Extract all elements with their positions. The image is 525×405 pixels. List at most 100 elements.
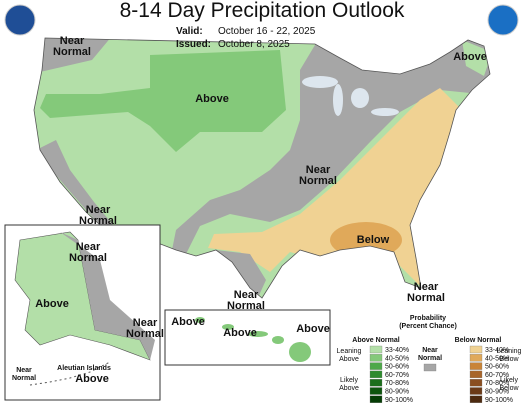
region-label: Above bbox=[453, 51, 487, 63]
legend-swatch bbox=[469, 370, 483, 379]
title: 8-14 Day Precipitation Outlook bbox=[120, 0, 405, 22]
region-label-line: Near bbox=[306, 164, 331, 176]
region-label-line: Normal bbox=[53, 46, 91, 58]
legend-bin: 90-100% bbox=[385, 397, 413, 404]
region-label: Near Normal bbox=[126, 317, 164, 340]
legend-note: Likely Below bbox=[499, 377, 519, 392]
legend-swatch bbox=[469, 387, 483, 395]
valid-dates: October 16 - 22, 2025 bbox=[218, 26, 316, 37]
legend-bin: 40-50% bbox=[385, 355, 409, 362]
region-label: Near Normal bbox=[299, 164, 337, 187]
region-label-line: Near bbox=[86, 204, 111, 216]
legend-bin: 80-90% bbox=[485, 389, 509, 396]
legend-note-line: Likely bbox=[500, 377, 518, 384]
region-label-line: Above bbox=[35, 298, 69, 310]
region-label: Above bbox=[223, 327, 257, 339]
legend-bin: 90-100% bbox=[485, 397, 513, 404]
legend-title-line: (Percent Chance) bbox=[399, 323, 457, 330]
region-label: Above bbox=[195, 93, 229, 105]
aleutians bbox=[29, 361, 111, 386]
region-label: Near Normal bbox=[79, 204, 117, 227]
legend-title: Probability (Percent Chance) bbox=[399, 315, 457, 330]
region-label: Near Normal bbox=[53, 35, 91, 58]
legend-swatch bbox=[469, 345, 483, 354]
region-label-line: Above bbox=[223, 327, 257, 339]
lake bbox=[333, 84, 343, 116]
legend-bin: 60-70% bbox=[485, 372, 509, 379]
legend-swatch bbox=[369, 370, 383, 379]
legend-note: Leaning Above bbox=[337, 348, 362, 363]
legend-swatch bbox=[469, 395, 483, 403]
legend-bin: 80-90% bbox=[385, 389, 409, 396]
near-normal-area bbox=[34, 38, 112, 72]
legend-swatch bbox=[369, 362, 383, 370]
region-label-line: Near bbox=[60, 35, 85, 47]
legend-bin: 60-70% bbox=[385, 372, 409, 379]
region-label: Above bbox=[296, 323, 330, 335]
region-label: Above bbox=[75, 373, 109, 385]
region-label: Near Normal bbox=[69, 241, 107, 264]
above-area bbox=[40, 50, 286, 152]
legend-title-line: Probability bbox=[410, 315, 446, 322]
legend-swatch bbox=[469, 362, 483, 370]
island bbox=[248, 331, 268, 337]
legend-bin: 33-40% bbox=[385, 347, 409, 354]
region-label: Near Normal bbox=[227, 289, 265, 312]
legend-swatch bbox=[369, 354, 383, 362]
legend-note-line: Leaning bbox=[497, 348, 522, 355]
legend-bin: 33-40% bbox=[485, 347, 509, 354]
legend-note-line: Below bbox=[499, 356, 519, 363]
legend-swatch bbox=[369, 387, 383, 395]
near-normal-area bbox=[60, 232, 155, 360]
legend-swatch bbox=[469, 379, 483, 387]
legend-bin: 50-60% bbox=[485, 364, 509, 371]
legend-note-line: Below bbox=[499, 385, 519, 392]
near-normal-area bbox=[36, 140, 124, 238]
island bbox=[195, 317, 205, 323]
region-label: Near Normal bbox=[12, 367, 36, 382]
legend-header: Below Normal bbox=[455, 337, 502, 344]
legend-swatch bbox=[369, 395, 383, 403]
lake bbox=[371, 108, 399, 116]
region-label-line: Aleutian Islands bbox=[57, 365, 111, 372]
region-label-line: Above bbox=[195, 93, 229, 105]
legend-note: Leaning Below bbox=[497, 348, 522, 363]
region-label-line: Below bbox=[357, 234, 390, 246]
region-label-line: Normal bbox=[12, 375, 36, 382]
legend-bin: 70-80% bbox=[385, 380, 409, 387]
legend-note: Likely Above bbox=[339, 377, 359, 392]
legend-note-line: Normal bbox=[418, 355, 442, 362]
legend-swatch bbox=[369, 345, 383, 354]
region-label: Above bbox=[171, 316, 205, 328]
region-label: Aleutian Islands bbox=[57, 365, 111, 372]
region-label-line: Normal bbox=[69, 252, 107, 264]
legend-swatch bbox=[469, 354, 483, 362]
legend-swatch bbox=[369, 379, 383, 387]
legend-header: Above Normal bbox=[352, 337, 400, 344]
legend-note-line: Above bbox=[339, 385, 359, 392]
issued-date: October 8, 2025 bbox=[218, 39, 290, 50]
lake bbox=[351, 88, 369, 108]
issued-label: Issued: bbox=[176, 39, 211, 50]
region-label: Near Normal bbox=[407, 281, 445, 304]
noaa-logo bbox=[487, 4, 519, 36]
legend-swatch bbox=[423, 363, 437, 372]
legend-bin: 50-60% bbox=[385, 364, 409, 371]
region-label-line: Near bbox=[234, 289, 259, 301]
legend-note: Near Normal bbox=[418, 347, 442, 362]
region-label-line: Near bbox=[133, 317, 158, 329]
region-label-line: Near bbox=[76, 241, 101, 253]
region-label-line: Near bbox=[414, 281, 439, 293]
region-label-line: Normal bbox=[227, 300, 265, 312]
region-label-line: Above bbox=[296, 323, 330, 335]
island bbox=[222, 324, 234, 330]
legend-bin: 40-50% bbox=[485, 355, 509, 362]
valid-label: Valid: bbox=[176, 26, 203, 37]
region-label-line: Near bbox=[16, 367, 32, 374]
region-label-line: Above bbox=[171, 316, 205, 328]
island bbox=[289, 342, 311, 362]
legend-note-line: Near bbox=[422, 347, 438, 354]
usdoc-logo bbox=[4, 4, 36, 36]
region-label: Below bbox=[357, 234, 390, 246]
